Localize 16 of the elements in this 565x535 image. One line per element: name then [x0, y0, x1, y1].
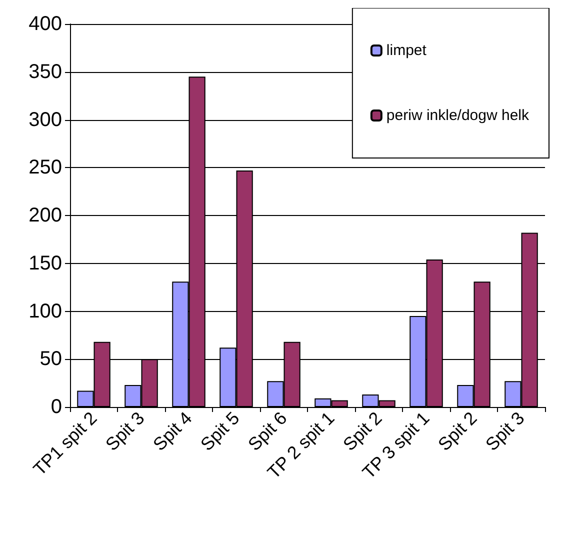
y-tick-label: 0 [50, 396, 62, 418]
y-tick-label: 350 [28, 60, 62, 83]
x-tick-label: Spit 2 [434, 408, 481, 455]
y-tick-label: 300 [28, 108, 62, 131]
y-tick-label: 250 [28, 156, 62, 179]
y-tick-label: 400 [28, 13, 62, 35]
legend-label: limpet [386, 42, 428, 59]
y-tick-label: 100 [28, 300, 62, 322]
y-tick-label: 150 [28, 252, 62, 274]
x-tick-label: Spit 3 [102, 408, 148, 455]
y-tick-label: 200 [28, 204, 62, 226]
x-tick-label: Spit 5 [196, 408, 244, 455]
x-tick-label: Spit 4 [149, 408, 196, 455]
x-tick-label: Spit 3 [482, 408, 528, 455]
legend-label: periw inkle/dogw helk [386, 107, 530, 124]
y-tick-label: 50 [40, 348, 62, 370]
